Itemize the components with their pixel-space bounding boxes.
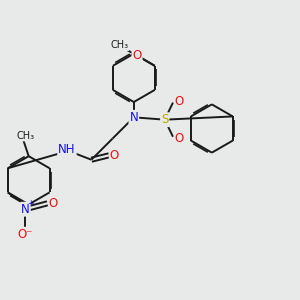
Text: N: N xyxy=(21,203,30,216)
Text: S: S xyxy=(161,113,168,126)
Text: CH₃: CH₃ xyxy=(17,130,35,141)
Text: O: O xyxy=(132,49,142,62)
Text: O: O xyxy=(175,94,184,108)
Text: O: O xyxy=(110,149,119,162)
Text: CH₃: CH₃ xyxy=(110,40,128,50)
Text: O: O xyxy=(49,197,58,210)
Text: N: N xyxy=(129,111,138,124)
Text: O: O xyxy=(175,132,184,145)
Text: +: + xyxy=(28,200,34,208)
Text: O⁻: O⁻ xyxy=(18,228,33,241)
Text: NH: NH xyxy=(58,143,76,156)
